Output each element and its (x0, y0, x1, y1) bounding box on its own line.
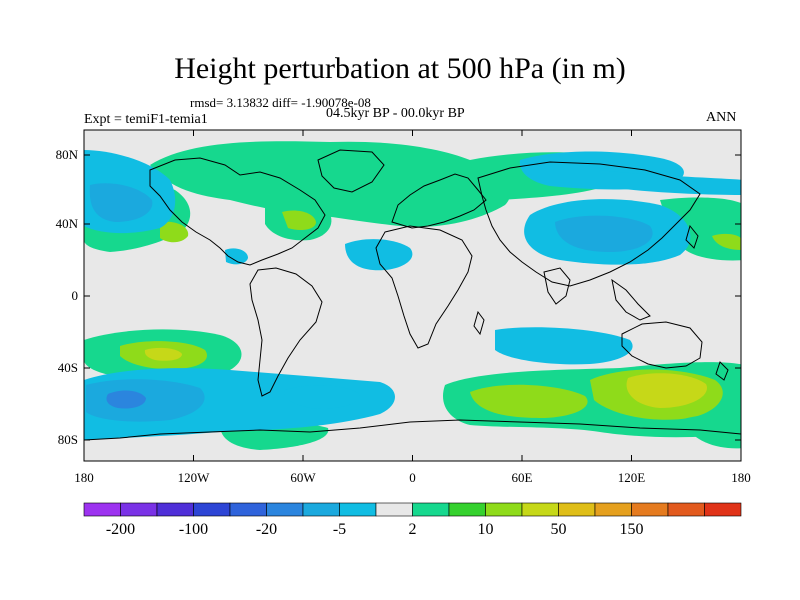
green-north-pacific-lime (160, 221, 189, 243)
colorbar-swatch (83, 502, 121, 517)
stats-line: rmsd= 3.13832 diff= -1.90078e-08 (190, 95, 371, 110)
coast-europe (391, 173, 487, 229)
experiment-label: Expt = temiF1-temia1 (84, 112, 208, 127)
coast-new-zealand (715, 361, 729, 381)
lon-tick-label: 180 (74, 470, 94, 485)
colorbar-label: 50 (551, 521, 567, 538)
green-north-pacific-west (712, 233, 741, 250)
latitude-axis: 80N 40N 0 40S 80S (56, 147, 741, 447)
lat-tick-label: 80S (58, 432, 78, 447)
colorbar-swatch (266, 502, 304, 517)
cyan-south-atlantic (284, 385, 360, 409)
colorbar-label: -200 (106, 521, 135, 538)
colorbar-label: -100 (179, 521, 208, 538)
lime-north-america-east (282, 210, 316, 230)
colorbar-swatch (667, 502, 705, 517)
lime-southern-indian (470, 384, 588, 418)
green-antarctic-east (680, 414, 741, 449)
colorbar-swatch (120, 502, 158, 517)
lat-tick-label: 80N (56, 147, 79, 162)
colorbar-swatch (594, 502, 632, 517)
colorbar-swatch (448, 502, 486, 517)
map-title: Height perturbation at 500 hPa (in m) (174, 52, 626, 85)
cyan-south-indian (495, 327, 633, 365)
coast-greenland (317, 149, 385, 193)
lon-tick-label: 120W (178, 470, 211, 485)
coast-south-america (249, 267, 323, 397)
coast-north-america (149, 157, 326, 266)
coast-australia (621, 321, 703, 369)
colorbar: -200 -100 -20 -5 2 10 50 150 (83, 502, 742, 538)
lon-tick-label: 180 (731, 470, 751, 485)
colorbar-swatch (485, 502, 523, 517)
colorbar-label: 2 (409, 521, 417, 538)
coast-madagascar (473, 310, 485, 336)
cyan-north-africa (345, 239, 413, 271)
lon-tick-label: 60W (290, 470, 316, 485)
lon-tick-label: 120E (618, 470, 646, 485)
lon-tick-label: 0 (409, 470, 416, 485)
colorbar-swatch (375, 502, 413, 517)
colorbar-swatch (631, 502, 669, 517)
colorbar-label: 150 (620, 521, 644, 538)
cyan-arctic-west (600, 170, 741, 195)
colorbar-label: -20 (256, 521, 277, 538)
blue-east-asia (555, 215, 653, 252)
season-label: ANN (706, 110, 737, 125)
longitude-axis: 180 120W 60W 0 60E 120E 180 (74, 130, 751, 485)
colorbar-swatch (558, 502, 596, 517)
colorbar-swatch (302, 502, 340, 517)
colorbar-label: 10 (478, 521, 494, 538)
coast-southeast-asia (611, 278, 651, 321)
colorbar-swatch (339, 502, 377, 517)
colorbar-swatch (521, 502, 559, 517)
lon-tick-label: 60E (512, 470, 533, 485)
coast-africa (375, 225, 473, 349)
colorbar-label: -5 (333, 521, 346, 538)
colorbar-swatch (704, 502, 742, 517)
coast-japan (685, 224, 699, 249)
coastlines (83, 149, 742, 441)
colorbar-swatch (412, 502, 450, 517)
lat-tick-label: 0 (72, 288, 79, 303)
cyan-caribbean (225, 248, 248, 265)
deep-blue-southern-ocean (106, 390, 146, 409)
blue-north-pacific (89, 183, 153, 222)
coast-india (543, 267, 571, 305)
yellow-south-pacific (144, 347, 182, 361)
colorbar-swatch (193, 502, 231, 517)
yellow-southern-indian (626, 373, 707, 408)
period-label: 04.5kyr BP - 00.0kyr BP (326, 106, 465, 121)
colorbar-swatch (229, 502, 267, 517)
lat-tick-label: 40S (58, 360, 78, 375)
coast-antarctica (83, 419, 742, 441)
coast-asia (477, 161, 701, 287)
lat-tick-label: 40N (56, 216, 79, 231)
colorbar-swatch (156, 502, 194, 517)
